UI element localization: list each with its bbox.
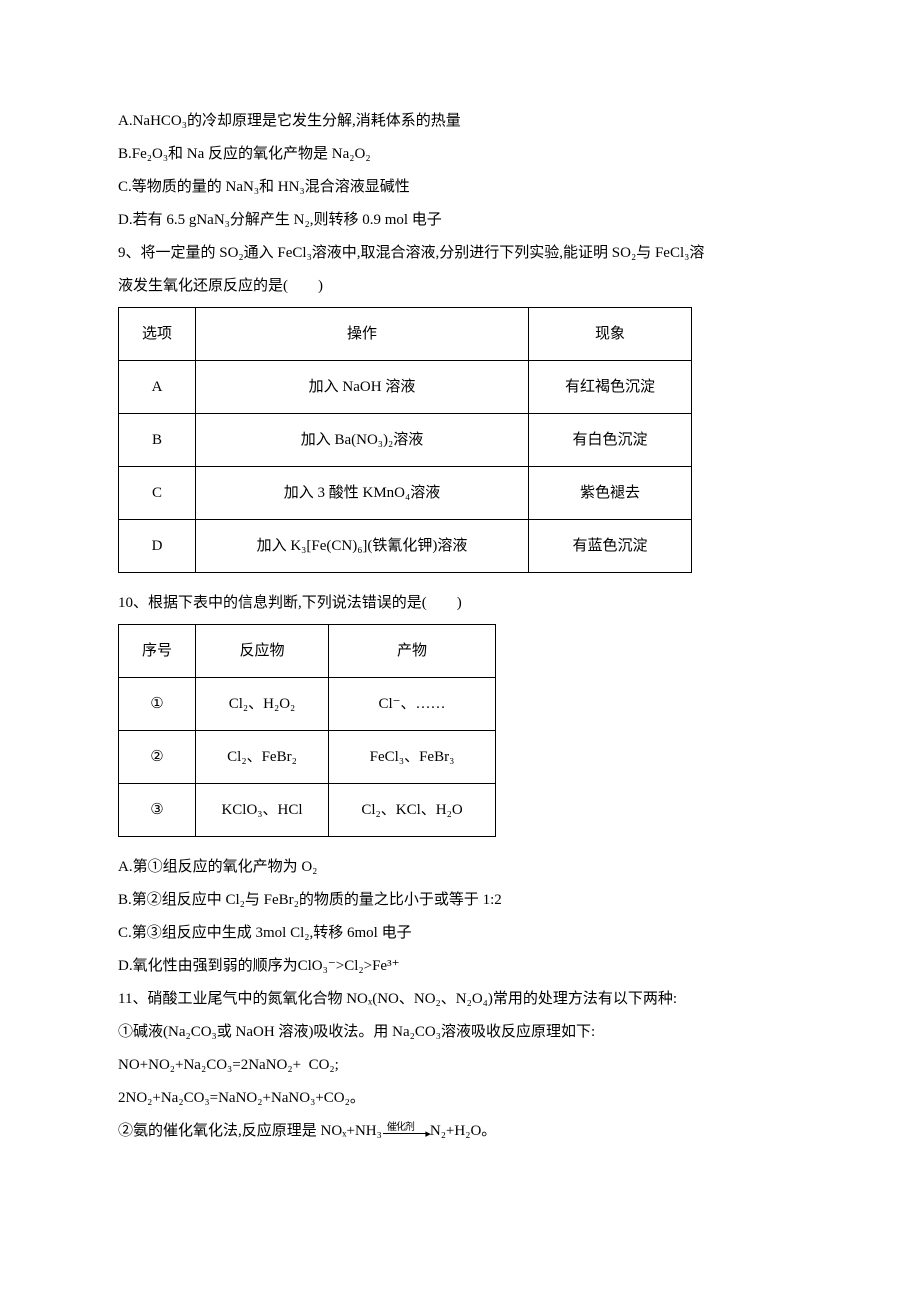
q10-option-d: D.氧化性由强到弱的顺序为ClO₃⁻>Cl₂>Fe³⁺ bbox=[118, 950, 802, 983]
question-11-line1: 11、硝酸工业尾气中的氮氧化合物 NOₓ(NO、NO₂、N₂O₄)常用的处理方法… bbox=[118, 983, 802, 1016]
option-a: A.NaHCO₃的冷却原理是它发生分解,消耗体系的热量 bbox=[118, 105, 802, 138]
table-row: 序号 反应物 产物 bbox=[119, 625, 496, 678]
table-q10: 序号 反应物 产物 ① Cl₂、H₂O₂ Cl⁻、…… ② Cl₂、FeBr₂ … bbox=[118, 624, 496, 837]
table-cell: ③ bbox=[119, 784, 196, 837]
table-cell: 加入 3 酸性 KMnO₄溶液 bbox=[196, 467, 529, 520]
table-header-cell: 序号 bbox=[119, 625, 196, 678]
table-cell: B bbox=[119, 414, 196, 467]
table-cell: A bbox=[119, 361, 196, 414]
table-cell: 有红褐色沉淀 bbox=[529, 361, 692, 414]
option-d: D.若有 6.5 gNaN₃分解产生 N₂,则转移 0.9 mol 电子 bbox=[118, 204, 802, 237]
table-cell: 加入 Ba(NO₃)₂溶液 bbox=[196, 414, 529, 467]
question-11-line3: ②氨的催化氧化法,反应原理是 NOₓ+NH₃催化剂▸N₂+H₂O。 bbox=[118, 1115, 802, 1148]
table-cell: ② bbox=[119, 731, 196, 784]
q10-d-formula: ClO₃⁻ bbox=[298, 958, 336, 974]
q11-l3-prefix: ②氨的催化氧化法,反应原理是 NOₓ+NH₃ bbox=[118, 1123, 382, 1139]
table-row: B 加入 Ba(NO₃)₂溶液 有白色沉淀 bbox=[119, 414, 692, 467]
question-9-line1: 9、将一定量的 SO₂通入 FeCl₃溶液中,取混合溶液,分别进行下列实验,能证… bbox=[118, 237, 802, 270]
table-cell: Cl₂、KCl、H₂O bbox=[329, 784, 496, 837]
question-9-line2: 液发生氧化还原反应的是( ) bbox=[118, 270, 802, 303]
table-row: A 加入 NaOH 溶液 有红褐色沉淀 bbox=[119, 361, 692, 414]
page-container: A.NaHCO₃的冷却原理是它发生分解,消耗体系的热量 B.Fe₂O₃和 Na … bbox=[0, 0, 920, 1302]
table-cell: 紫色褪去 bbox=[529, 467, 692, 520]
table-row: 选项 操作 现象 bbox=[119, 308, 692, 361]
table-row: ② Cl₂、FeBr₂ FeCl₃、FeBr₃ bbox=[119, 731, 496, 784]
table-cell: FeCl₃、FeBr₃ bbox=[329, 731, 496, 784]
table-header-cell: 操作 bbox=[196, 308, 529, 361]
catalyst-label: 催化剂 bbox=[387, 1117, 414, 1139]
option-b: B.Fe₂O₃和 Na 反应的氧化产物是 Na₂O₂ bbox=[118, 138, 802, 171]
table-header-cell: 选项 bbox=[119, 308, 196, 361]
reaction-arrow-icon: 催化剂▸ bbox=[383, 1131, 429, 1132]
table-row: D 加入 K₃[Fe(CN)₆](铁氰化钾)溶液 有蓝色沉淀 bbox=[119, 520, 692, 573]
q11-l3-suffix: N₂+H₂O。 bbox=[430, 1123, 496, 1139]
table-q9: 选项 操作 现象 A 加入 NaOH 溶液 有红褐色沉淀 B 加入 Ba(NO₃… bbox=[118, 307, 692, 573]
table-cell: D bbox=[119, 520, 196, 573]
q10-option-b: B.第②组反应中 Cl₂与 FeBr₂的物质的量之比小于或等于 1:2 bbox=[118, 884, 802, 917]
question-11-line2: ①碱液(Na₂CO₃或 NaOH 溶液)吸收法。用 Na₂CO₃溶液吸收反应原理… bbox=[118, 1016, 802, 1049]
table-row: ③ KClO₃、HCl Cl₂、KCl、H₂O bbox=[119, 784, 496, 837]
q10-option-c: C.第③组反应中生成 3mol Cl₂,转移 6mol 电子 bbox=[118, 917, 802, 950]
table-cell: 有蓝色沉淀 bbox=[529, 520, 692, 573]
table-cell: 有白色沉淀 bbox=[529, 414, 692, 467]
q11-eq1: NO+NO₂+Na₂CO₃=2NaNO₂+ CO₂; bbox=[118, 1049, 802, 1082]
table-header-cell: 产物 bbox=[329, 625, 496, 678]
q10-d-suffix: >Cl₂>Fe³⁺ bbox=[336, 958, 400, 974]
table-header-cell: 反应物 bbox=[196, 625, 329, 678]
option-c: C.等物质的量的 NaN₃和 HN₃混合溶液显碱性 bbox=[118, 171, 802, 204]
table-cell: KClO₃、HCl bbox=[196, 784, 329, 837]
table-cell: 加入 K₃[Fe(CN)₆](铁氰化钾)溶液 bbox=[196, 520, 529, 573]
table-header-cell: 现象 bbox=[529, 308, 692, 361]
table-cell: C bbox=[119, 467, 196, 520]
q10-d-prefix: D.氧化性由强到弱的顺序为 bbox=[118, 958, 298, 974]
question-10: 10、根据下表中的信息判断,下列说法错误的是( ) bbox=[118, 587, 802, 620]
q11-eq2: 2NO₂+Na₂CO₃=NaNO₂+NaNO₃+CO₂。 bbox=[118, 1082, 802, 1115]
table-cell: Cl⁻、…… bbox=[329, 678, 496, 731]
table-row: ① Cl₂、H₂O₂ Cl⁻、…… bbox=[119, 678, 496, 731]
table-row: C 加入 3 酸性 KMnO₄溶液 紫色褪去 bbox=[119, 467, 692, 520]
q10-option-a: A.第①组反应的氧化产物为 O₂ bbox=[118, 851, 802, 884]
table-cell: Cl₂、FeBr₂ bbox=[196, 731, 329, 784]
table-cell: 加入 NaOH 溶液 bbox=[196, 361, 529, 414]
table-cell: ① bbox=[119, 678, 196, 731]
table-cell: Cl₂、H₂O₂ bbox=[196, 678, 329, 731]
